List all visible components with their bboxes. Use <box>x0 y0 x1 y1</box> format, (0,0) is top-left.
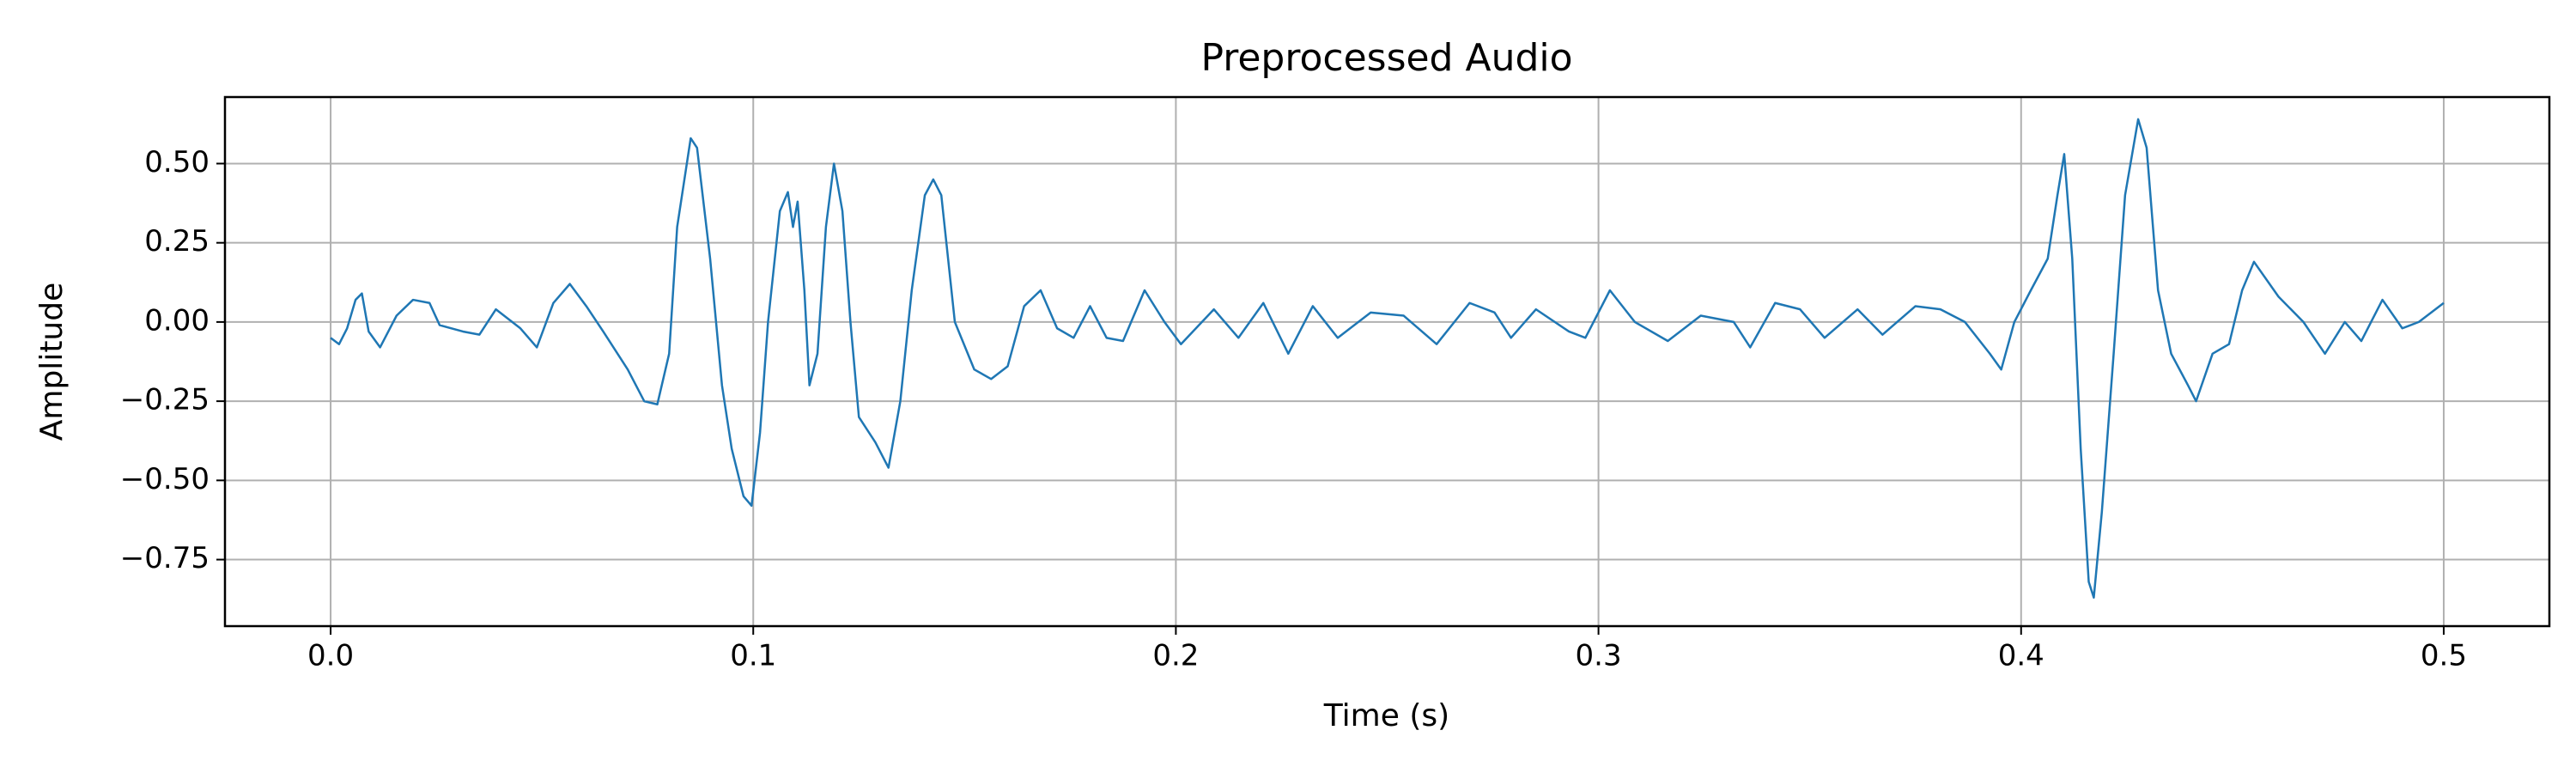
y-tick-label: 0.25 <box>144 224 210 259</box>
y-tick-label: −0.25 <box>120 383 210 417</box>
y-tick-label: −0.50 <box>120 462 210 496</box>
y-tick-label: 0.50 <box>144 145 210 180</box>
x-tick-label: 0.4 <box>1998 639 2044 673</box>
y-tick-label: −0.75 <box>120 541 210 575</box>
x-tick-label: 0.3 <box>1576 639 1622 673</box>
x-tick-label: 0.1 <box>730 639 776 673</box>
y-axis-label: Amplitude <box>34 283 70 441</box>
x-axis-label: Time (s) <box>1323 698 1449 733</box>
y-tick-label: 0.00 <box>144 303 210 338</box>
x-tick-label: 0.2 <box>1152 639 1199 673</box>
plot-frame <box>223 95 2551 628</box>
x-tick-label: 0.5 <box>2421 639 2467 673</box>
chart-title: Preprocessed Audio <box>1200 36 1572 80</box>
waveform-line <box>330 118 2445 600</box>
x-tick-label: 0.0 <box>307 639 354 673</box>
